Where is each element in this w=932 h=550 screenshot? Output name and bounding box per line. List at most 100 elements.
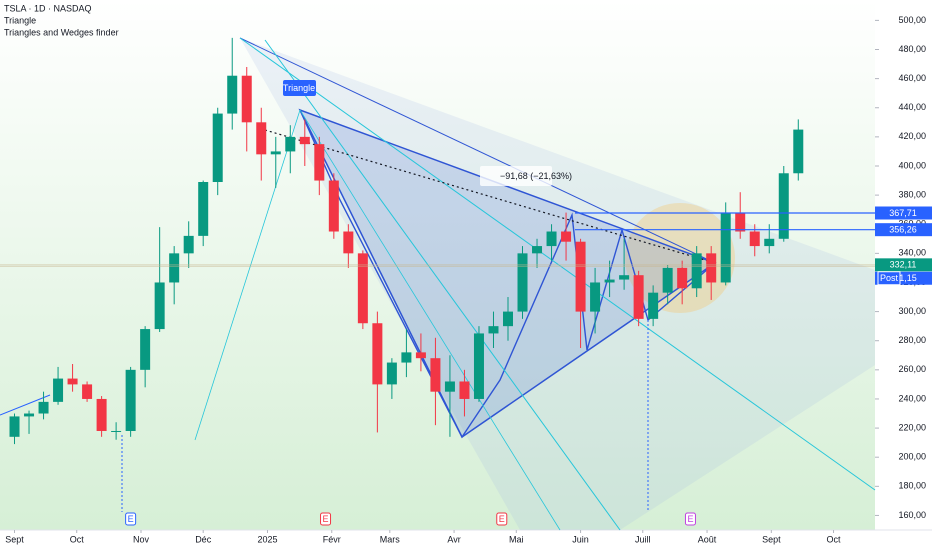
- x-tick-label: Déc: [195, 534, 212, 544]
- y-tick-label: 380,00: [898, 189, 926, 199]
- trend-line: [0, 394, 51, 416]
- candle-body: [706, 253, 717, 283]
- price-label: 367,71: [889, 208, 917, 218]
- fan-line: [239, 37, 876, 491]
- fan-line: [194, 109, 301, 441]
- event-marker: [684, 512, 696, 526]
- candle-body: [473, 333, 484, 399]
- y-tick-label: 200,00: [898, 452, 926, 462]
- candle-body: [677, 267, 688, 289]
- candle-body: [24, 413, 35, 417]
- triangle: [298, 108, 717, 439]
- header-symbol: TSLA · 1D · NASDAQ: [4, 3, 92, 13]
- candle-body: [793, 129, 804, 174]
- event-label: E: [499, 514, 505, 524]
- candle-body: [386, 362, 397, 385]
- y-tick-label: 280,00: [898, 335, 926, 345]
- y-tick-label: 400,00: [898, 160, 926, 170]
- candle-body: [140, 329, 151, 370]
- fan-area: [240, 38, 875, 530]
- candle-body: [561, 231, 572, 242]
- price-tag: [875, 258, 932, 272]
- candle-body: [154, 282, 165, 330]
- x-tick-label: 2025: [257, 534, 277, 544]
- candle-body: [778, 173, 789, 239]
- x-tick-label: Avr: [447, 534, 460, 544]
- candle-body: [619, 275, 630, 280]
- y-tick-label: 480,00: [898, 44, 926, 54]
- y-tick-label: 460,00: [898, 73, 926, 83]
- candle-body: [256, 122, 267, 155]
- event-marker: [320, 512, 332, 526]
- candle-body: [227, 75, 238, 114]
- candle-body: [517, 253, 528, 312]
- candle-body: [183, 235, 194, 254]
- x-tick-label: Sept: [5, 534, 24, 544]
- candle-body: [735, 212, 746, 232]
- event-marker: [125, 512, 137, 526]
- candle-body: [575, 241, 586, 312]
- x-tick-label: Juin: [572, 534, 589, 544]
- x-tick-label: Août: [698, 534, 717, 544]
- candle-body: [633, 275, 644, 319]
- annotation: Triangle: [283, 83, 315, 93]
- candle-body: [691, 253, 702, 289]
- candle-body: [285, 136, 296, 152]
- candle-body: [96, 398, 107, 431]
- x-tick-label: Juill: [635, 534, 651, 544]
- fan-line: [299, 109, 561, 531]
- x-tick-label: Févr: [323, 534, 341, 544]
- event-label: E: [323, 514, 329, 524]
- candle-body: [169, 253, 180, 283]
- candle-body: [198, 182, 209, 236]
- y-tick-label: 180,00: [898, 481, 926, 491]
- candle-body: [111, 430, 122, 432]
- candle-body: [444, 381, 455, 392]
- candle-body: [459, 381, 470, 399]
- annotation-box: [283, 80, 316, 96]
- dotted-line: [264, 129, 716, 264]
- candle-body: [314, 144, 325, 181]
- candle-body: [67, 378, 78, 385]
- x-tick-label: Oct: [827, 534, 842, 544]
- y-tick-label: 260,00: [898, 364, 926, 374]
- candle-body: [430, 358, 441, 392]
- candle-body: [749, 231, 760, 247]
- y-tick-label: 240,00: [898, 393, 926, 403]
- candle-body: [357, 253, 368, 324]
- candle-body: [212, 113, 223, 183]
- y-tick-label: 160,00: [898, 510, 926, 520]
- candle-body: [9, 416, 20, 437]
- apex-zone: [625, 203, 735, 313]
- x-tick-label: Mars: [380, 534, 400, 544]
- event-marker: [496, 512, 508, 526]
- y-tick-label: 340,00: [898, 248, 926, 258]
- candle-body: [82, 384, 93, 399]
- x-tick-label: Sept: [762, 534, 781, 544]
- candle-body: [546, 231, 557, 247]
- price-tag: [877, 271, 901, 286]
- measure-box: [480, 166, 552, 186]
- candle-body: [299, 136, 310, 145]
- y-tick-label: 300,00: [898, 306, 926, 316]
- x-tick-label: Oct: [70, 534, 85, 544]
- candle-body: [662, 267, 673, 293]
- x-tick-label: Mai: [509, 534, 524, 544]
- time-axis: [0, 530, 875, 550]
- candle-body: [241, 75, 252, 123]
- candle-body: [502, 311, 513, 327]
- candle-body: [648, 292, 659, 319]
- header-line: Triangle: [4, 15, 36, 25]
- candle-body: [372, 323, 383, 385]
- x-tick-label: Nov: [133, 534, 150, 544]
- price-tag: [875, 206, 932, 220]
- candle-body: [401, 352, 412, 363]
- price-label: 332,11: [890, 260, 917, 270]
- candle-body: [415, 352, 426, 359]
- candle-body: [53, 378, 64, 402]
- y-tick-label: 420,00: [898, 131, 926, 141]
- price-tag-label: Post: [880, 273, 899, 283]
- candle-body: [125, 369, 136, 431]
- candle-body: [270, 151, 281, 155]
